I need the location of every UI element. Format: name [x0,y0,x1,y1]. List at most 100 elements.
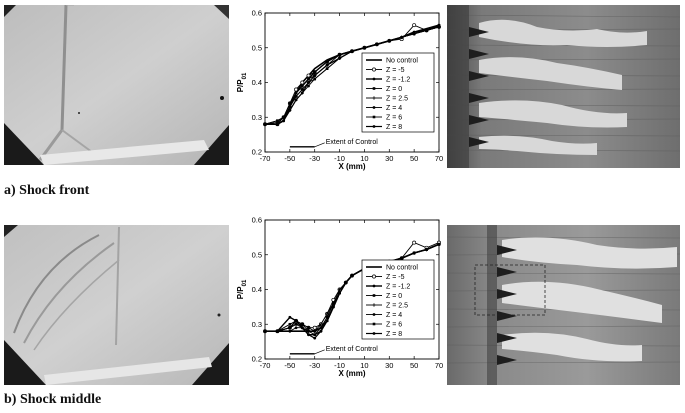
data-point [319,326,323,330]
extent-label: Extent of Control [326,139,379,146]
x-tick-label: 10 [360,154,368,163]
data-point [325,67,329,70]
data-point [276,119,279,123]
data-point [300,88,304,91]
data-point [307,77,310,81]
data-point [344,281,348,284]
y-tick-label: 0.6 [252,9,262,18]
legend-marker [372,303,376,307]
oil-flow-image [447,5,680,168]
legend-box [361,259,435,340]
data-point [300,322,304,326]
legend-label: Z = 6 [386,322,402,329]
data-point [300,91,304,95]
surface-flow-photo-shock-front [447,5,680,168]
data-point [363,46,366,50]
schlieren-image [4,225,229,385]
legend-marker [372,332,376,335]
data-point [300,84,304,88]
series-line [265,243,440,339]
legend-label: No control [386,58,418,65]
data-point [307,84,310,88]
x-tick-label: 30 [385,154,393,163]
x-axis-label: X (mm) [338,369,365,378]
legend-label: Z = 8 [386,331,402,338]
legend-label: Z = 2.5 [386,303,408,310]
schlieren-photo-shock-middle [4,225,229,385]
data-point [300,80,305,85]
schlieren-photo-shock-front [4,5,229,165]
y-tick-label: 0.4 [252,285,262,294]
series-z-7 [263,23,441,126]
legend-label: Z = 6 [386,115,402,122]
data-point [294,322,298,326]
x-tick-label: 10 [360,361,368,370]
data-point [412,240,417,245]
data-point [307,333,310,337]
y-tick-label: 0.2 [252,355,262,364]
data-point [294,87,299,92]
chart-svg: -70 -50 -30 -10 10 30 50 70 0.2 0.3 0.4 0.5 0.6 X (mm… [236,9,443,172]
y-tick-label: 0.6 [252,216,262,225]
x-tick-label: 70 [435,154,443,163]
data-point [276,329,279,333]
caption-shock-middle: b) Shock middle [4,392,102,407]
data-point [313,329,317,333]
series-line [265,24,440,125]
data-point [412,30,416,34]
legend-marker [372,294,376,297]
data-point [325,60,329,64]
legend-label: Z = -5 [386,274,405,281]
data-point [288,108,292,112]
surface-flow-photo-shock-middle [447,225,680,385]
legend-marker [372,106,376,109]
y-axis-label: P/P01 [236,72,248,92]
data-point [400,256,404,260]
extent-leader [314,349,325,355]
legend-label: Z = 0 [386,293,402,300]
data-point [313,70,317,74]
legend-marker [372,115,376,119]
legend-marker [372,96,376,100]
data-point [313,333,317,336]
legend-label: Z = 8 [386,124,402,131]
data-point [288,322,292,326]
data-point [412,32,416,36]
x-tick-label: 70 [435,361,443,370]
data-point [437,23,441,27]
legend-label: Z = 4 [386,312,402,319]
pressure-plot-shock-front: -70 -50 -30 -10 10 30 50 70 0.2 0.3 0.4 0.5 0.6 X (mm… [229,5,446,173]
schlieren-image [4,5,229,165]
data-point [294,326,298,330]
data-point [282,119,286,123]
legend-marker [372,125,376,128]
data-point [319,329,323,333]
data-point [288,315,292,319]
legend-marker [372,313,376,316]
data-point [307,81,310,84]
y-tick-label: 0.5 [252,250,262,259]
y-axis-label: P/P01 [236,279,248,299]
data-point [337,287,342,292]
data-point [263,122,267,126]
y-tick-label: 0.2 [252,148,262,157]
data-point [300,326,304,330]
data-point [338,291,341,295]
legend-label: Z = -1.2 [386,284,410,291]
data-point [312,325,317,330]
data-point [288,326,292,330]
legend-marker [372,77,376,81]
x-tick-label: -10 [334,154,345,163]
data-point [313,336,317,340]
data-point [400,35,404,39]
x-tick-label: 50 [410,361,418,370]
x-tick-label: 30 [385,361,393,370]
series-z-7 [263,242,441,340]
chart-svg: -70 -50 -30 -10 10 30 50 70 0.2 0.3 0.4 0.5 0.6 X (mm… [236,216,443,379]
legend-box [361,52,435,133]
data-point [325,319,329,323]
extent-leader [314,142,325,148]
x-tick-label: -70 [260,361,271,370]
pressure-plot-shock-middle: -70 -50 -30 -10 10 30 50 70 0.2 0.3 0.4 0.5 0.6 X (mm… [229,212,446,380]
data-point [288,329,292,333]
